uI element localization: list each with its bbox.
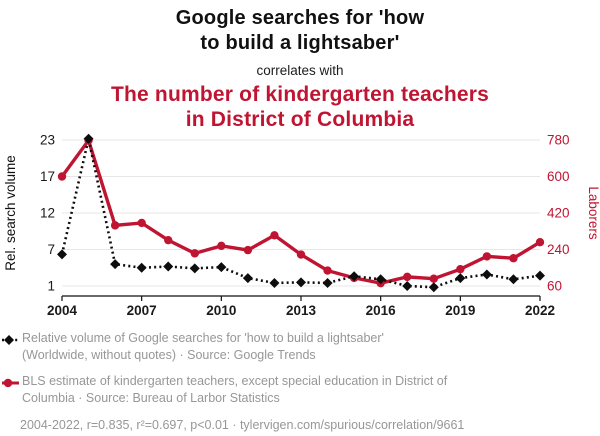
left-axis-tick-label: 7 — [47, 242, 55, 257]
searches-data-point — [136, 262, 147, 273]
searches-series — [57, 133, 545, 293]
searches-data-point — [481, 269, 492, 280]
right-axis-title: Laborers — [586, 186, 600, 240]
searches-data-point — [83, 133, 94, 144]
left-axis-tick-label: 1 — [47, 279, 55, 294]
right-axis-tick-label: 420 — [547, 206, 570, 221]
red-circle-solid-marker-icon — [2, 378, 19, 388]
x-axis-tick-label: 2010 — [206, 303, 236, 318]
x-axis-tick-label: 2022 — [525, 303, 555, 318]
left-axis-title: Rel. search volume — [3, 155, 18, 271]
laborers-data-point — [429, 274, 438, 283]
searches-data-point — [375, 274, 386, 285]
right-axis-tick-label: 780 — [547, 133, 570, 148]
chart-title-connector: correlates with — [256, 63, 344, 78]
laborers-data-point — [190, 249, 199, 258]
laborers-data-point — [296, 250, 306, 259]
legend-entry-laborers: BLS estimate of kindergarten teachers, e… — [2, 373, 596, 406]
searches-data-point — [57, 249, 67, 260]
searches-data-point — [163, 261, 174, 272]
searches-data-point — [110, 259, 121, 270]
searches-data-point — [242, 273, 253, 284]
laborers-data-point — [535, 238, 545, 247]
laborers-data-point — [403, 272, 412, 282]
searches-data-point — [402, 281, 413, 291]
legend-entry-laborers-label: BLS estimate of kindergarten teachers, e… — [22, 374, 448, 405]
laborers-data-point — [217, 241, 226, 251]
chart-title-secondary: The number of kindergarten teachers in D… — [110, 83, 490, 131]
searches-data-point — [269, 277, 280, 288]
right-axis-tick-label: 600 — [547, 169, 570, 184]
legend-entry-searches: Relative volume of Google searches for '… — [2, 330, 596, 363]
legend-entry-searches-label: Relative volume of Google searches for '… — [22, 331, 384, 362]
x-axis-tick-label: 2004 — [47, 303, 78, 318]
x-axis-tick-label: 2016 — [366, 303, 397, 318]
laborers-data-point — [482, 252, 492, 261]
laborers-data-point — [57, 172, 67, 181]
searches-data-point — [508, 274, 519, 285]
laborers-data-point — [164, 235, 173, 245]
stats-footer: 2004-2022, r=0.835, r²=0.697, p<0.01 · t… — [20, 418, 465, 432]
right-axis-tick-label: 60 — [547, 279, 562, 294]
searches-data-point — [189, 263, 200, 274]
left-axis-tick-label: 17 — [40, 169, 55, 184]
laborers-data-point — [456, 264, 465, 274]
chart-legend: Relative volume of Google searches for '… — [2, 330, 596, 432]
chart-header: Google searches for 'how to build a ligh… — [0, 6, 600, 132]
laborers-data-point — [110, 221, 120, 230]
right-axis-tick-label: 240 — [547, 242, 570, 257]
laborers-data-point — [323, 266, 332, 275]
x-axis-tick-label: 2013 — [286, 303, 317, 318]
searches-data-point — [455, 273, 466, 284]
searches-data-point — [322, 277, 333, 288]
x-axis-tick-label: 2007 — [127, 303, 157, 318]
x-axis-tick-label: 2019 — [445, 303, 475, 318]
searches-data-point — [296, 277, 306, 288]
laborers-series — [57, 136, 545, 288]
chart-title-primary: Google searches for 'how to build a ligh… — [175, 7, 425, 54]
searches-data-point — [535, 270, 545, 281]
left-axis-tick-label: 12 — [40, 206, 55, 221]
gridlines: 1 60 7 240 12 420 17 600 23 780 — [40, 133, 570, 294]
x-axis: 2004 2007 2010 2013 2016 2019 2022 — [47, 295, 555, 318]
laborers-data-point — [137, 218, 146, 228]
black-diamond-dashed-marker-icon — [2, 335, 19, 345]
laborers-data-point — [243, 245, 253, 255]
searches-data-point — [428, 282, 439, 293]
searches-data-point — [349, 271, 360, 282]
left-axis-tick-label: 23 — [40, 133, 55, 148]
searches-data-point — [216, 262, 227, 273]
laborers-data-point — [270, 231, 279, 240]
laborers-data-point — [509, 254, 518, 263]
